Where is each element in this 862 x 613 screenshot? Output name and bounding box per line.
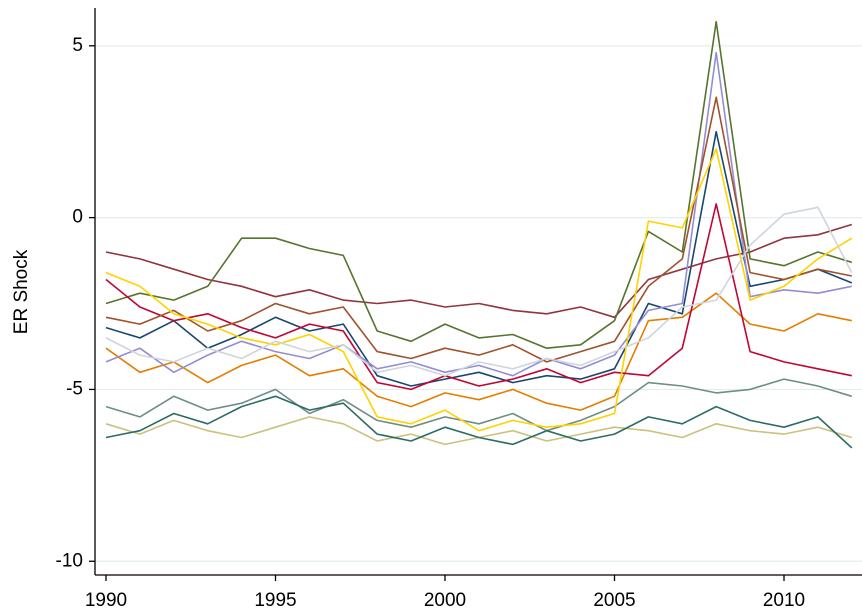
series-line — [105, 206, 853, 377]
series-line — [105, 378, 853, 432]
series-line — [105, 395, 853, 449]
series-line — [105, 148, 853, 432]
x-tick-label: 2010 — [763, 590, 805, 611]
series-line — [105, 51, 852, 377]
x-tick-label: 2005 — [593, 590, 635, 611]
series-line — [105, 130, 853, 387]
x-tick-label: 1990 — [85, 590, 127, 611]
series-line — [105, 292, 852, 411]
x-tick-label: 1995 — [254, 590, 296, 611]
y-tick-label: -5 — [66, 378, 83, 399]
series-line — [105, 20, 853, 349]
y-tick-label: 5 — [72, 35, 83, 56]
y-tick-label: 0 — [72, 207, 83, 228]
y-axis-label: ER Shock — [11, 249, 32, 334]
series-line — [105, 96, 852, 363]
x-tick-label: 2000 — [424, 590, 466, 611]
series-line — [105, 203, 852, 391]
y-tick-label: -10 — [56, 550, 83, 571]
